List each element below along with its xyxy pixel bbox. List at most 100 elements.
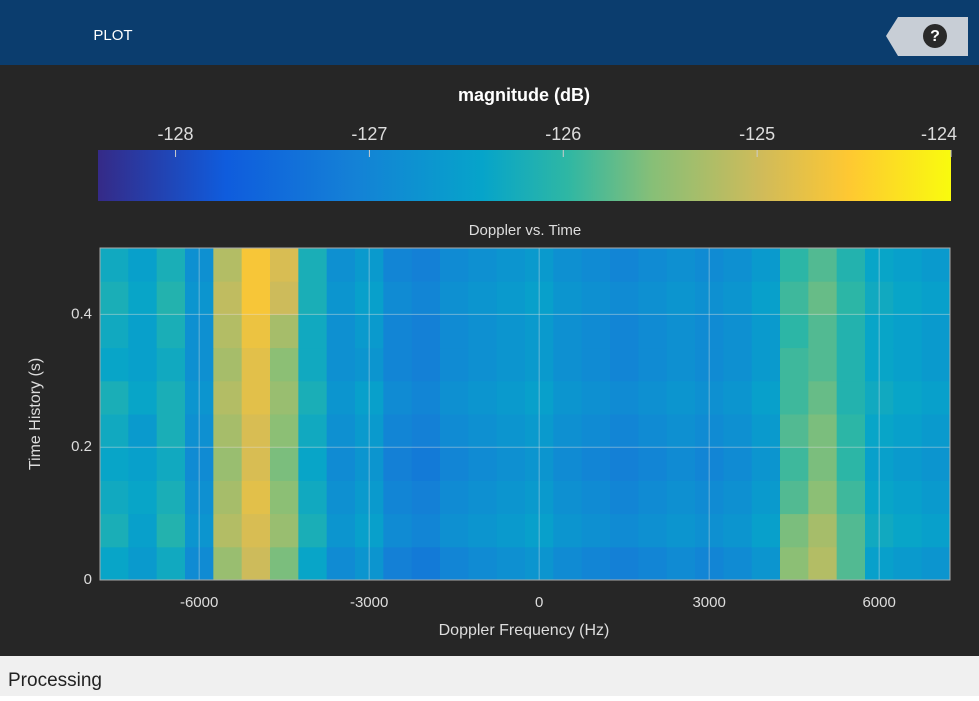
heatmap-cell: [213, 546, 243, 581]
plot-tab[interactable]: PLOT: [93, 27, 132, 44]
heatmap-cell: [241, 248, 271, 282]
heatmap-cell: [695, 414, 724, 448]
heatmap-cell: [581, 314, 611, 349]
heatmap-cell: [610, 447, 639, 481]
heatmap-cell: [553, 480, 583, 515]
heatmap-cell: [100, 347, 129, 382]
heatmap-cell: [638, 314, 668, 349]
heatmap-cell: [525, 380, 554, 415]
heatmap-cell: [836, 546, 866, 581]
heatmap-cell: [100, 447, 129, 481]
heatmap-cell: [326, 347, 356, 382]
colorbar: [98, 150, 951, 201]
heatmap-cell: [411, 347, 441, 382]
heatmap-cell: [468, 380, 498, 415]
heatmap-cell: [383, 546, 413, 581]
heatmap-cell: [383, 248, 413, 282]
heatmap-cell: [100, 314, 129, 349]
heatmap-cell: [751, 546, 781, 581]
heatmap-cell: [808, 447, 838, 481]
heatmap-cell: [666, 248, 696, 282]
heatmap-cell: [468, 447, 498, 481]
status-bar: [0, 656, 979, 696]
heatmap-cell: [695, 447, 724, 481]
heatmap-cell: [893, 414, 923, 448]
heatmap-cell: [553, 248, 583, 282]
heatmap-cell: [128, 314, 158, 349]
heatmap-cell: [468, 314, 498, 349]
heatmap-cell: [185, 480, 214, 515]
x-tick-label: 3000: [692, 594, 725, 611]
heatmap-cell: [553, 513, 583, 548]
heatmap-cell: [298, 380, 328, 415]
heatmap-cell: [610, 314, 639, 349]
heatmap-cell: [666, 314, 696, 349]
heatmap-cell: [156, 380, 186, 415]
heatmap-cell: [185, 314, 214, 349]
heatmap-cell: [496, 513, 526, 548]
heatmap-cell: [780, 380, 809, 415]
colorbar-label: magnitude (dB): [458, 85, 590, 105]
heatmap-cell: [610, 380, 639, 415]
heatmap-cell: [723, 480, 753, 515]
heatmap-cell: [496, 248, 526, 282]
heatmap-cell: [695, 281, 724, 315]
heatmap-cell: [185, 248, 214, 282]
heatmap-cell: [780, 546, 809, 581]
heatmap-cell: [638, 414, 668, 448]
heatmap-cell: [496, 281, 526, 315]
heatmap-cell: [213, 248, 243, 282]
heatmap-cell: [666, 480, 696, 515]
heatmap-cell: [156, 414, 186, 448]
heatmap-cell: [808, 281, 838, 315]
heatmap-cell: [298, 546, 328, 581]
heatmap-cell: [440, 447, 469, 481]
heatmap-cell: [751, 314, 781, 349]
heatmap-cell: [326, 248, 356, 282]
plot-frame: [99, 247, 951, 581]
heatmap-cell: [808, 248, 838, 282]
heatmap-cell: [496, 447, 526, 481]
heatmap-cell: [213, 480, 243, 515]
heatmap-cell: [185, 447, 214, 481]
heatmap-cell: [921, 380, 951, 415]
heatmap-cell: [128, 248, 158, 282]
heatmap-cell: [666, 414, 696, 448]
heatmap-cell: [156, 314, 186, 349]
heatmap-cell: [836, 480, 866, 515]
heatmap-cell: [440, 546, 469, 581]
heatmap-cell: [383, 447, 413, 481]
heatmap-cell: [751, 414, 781, 448]
help-text[interactable]: ?: [930, 28, 940, 45]
x-tick-label: -6000: [180, 594, 218, 611]
heatmap-cell: [355, 314, 384, 349]
heatmap-cell: [808, 546, 838, 581]
help-icon[interactable]: [923, 24, 947, 48]
heatmap-cell: [893, 281, 923, 315]
heatmap-cell: [695, 248, 724, 282]
heatmap-cell: [808, 480, 838, 515]
heatmap-cell: [780, 447, 809, 481]
heatmap-cell: [298, 480, 328, 515]
heatmap-cell: [780, 414, 809, 448]
heatmap-cell: [128, 480, 158, 515]
heatmap-cell: [638, 248, 668, 282]
heatmap-cell: [128, 513, 158, 548]
heatmap-cell: [808, 347, 838, 382]
heatmap-cell: [326, 281, 356, 315]
heatmap-cell: [553, 414, 583, 448]
heatmap-cell: [270, 513, 299, 548]
heatmap-cell: [581, 447, 611, 481]
heatmap-cell: [440, 281, 469, 315]
heatmap-cell: [440, 414, 469, 448]
heatmap-cell: [723, 347, 753, 382]
heatmap-cell: [581, 546, 611, 581]
heatmap-cell: [723, 380, 753, 415]
heatmap-cell: [383, 314, 413, 349]
heatmap-cell: [723, 546, 753, 581]
heatmap-cell: [185, 513, 214, 548]
colorbar-tick-label: -126: [545, 124, 581, 144]
x-tick-label: 6000: [862, 594, 895, 611]
colorbar-tick-label: -124: [921, 124, 957, 144]
